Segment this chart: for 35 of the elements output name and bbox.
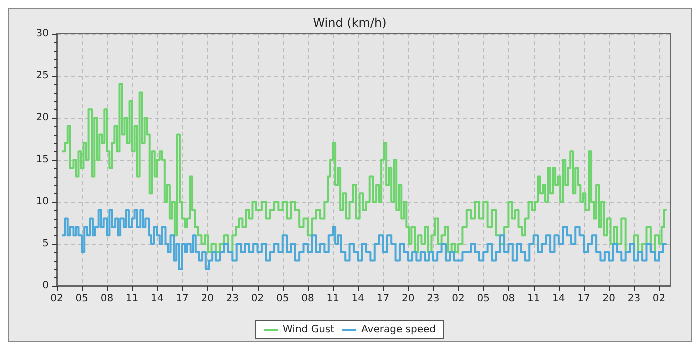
x-tick-label: 05 — [477, 294, 490, 304]
x-tick-label: 14 — [552, 294, 566, 304]
x-tick-label: 08 — [502, 294, 516, 304]
x-tick-label: 02 — [50, 294, 64, 304]
y-tick-label: 15 — [36, 154, 49, 166]
x-tick-label: 17 — [578, 294, 590, 304]
x-tick-label: 14 — [151, 294, 164, 304]
x-tick-label: 20 — [602, 294, 616, 304]
y-tick-label: 20 — [36, 112, 49, 124]
y-tick-label: 25 — [36, 70, 49, 82]
legend-label: Wind Gust — [283, 324, 335, 336]
x-tick-label: 11 — [126, 294, 139, 304]
x-tick-label: 14 — [352, 294, 365, 304]
y-tick-label: 0 — [42, 280, 49, 292]
legend-label: Average speed — [362, 324, 436, 336]
y-tick-label: 10 — [36, 196, 49, 208]
x-tick-label: 20 — [201, 294, 214, 304]
x-tick-label: 08 — [100, 294, 114, 304]
x-tick-label: 17 — [376, 294, 390, 304]
x-tick-label: 02 — [652, 294, 666, 304]
x-tick-label: 05 — [276, 294, 290, 304]
x-tick-label: 02 — [251, 294, 264, 304]
x-tick-label: 23 — [628, 294, 641, 304]
x-tick-label: 17 — [176, 294, 189, 304]
x-tick-label: 08 — [302, 294, 314, 304]
x-tick-label: 23 — [226, 294, 240, 304]
x-tick-label: 11 — [326, 294, 340, 304]
x-tick-label: 05 — [76, 294, 88, 304]
x-tick-label: 11 — [527, 294, 540, 304]
y-tick-label: 30 — [36, 28, 49, 40]
chart-title: Wind (km/h) — [313, 16, 387, 30]
x-tick-label: 23 — [427, 294, 440, 304]
y-tick-label: 5 — [42, 238, 49, 250]
x-tick-label: 20 — [402, 294, 415, 304]
x-tick-label: 02 — [452, 294, 465, 304]
